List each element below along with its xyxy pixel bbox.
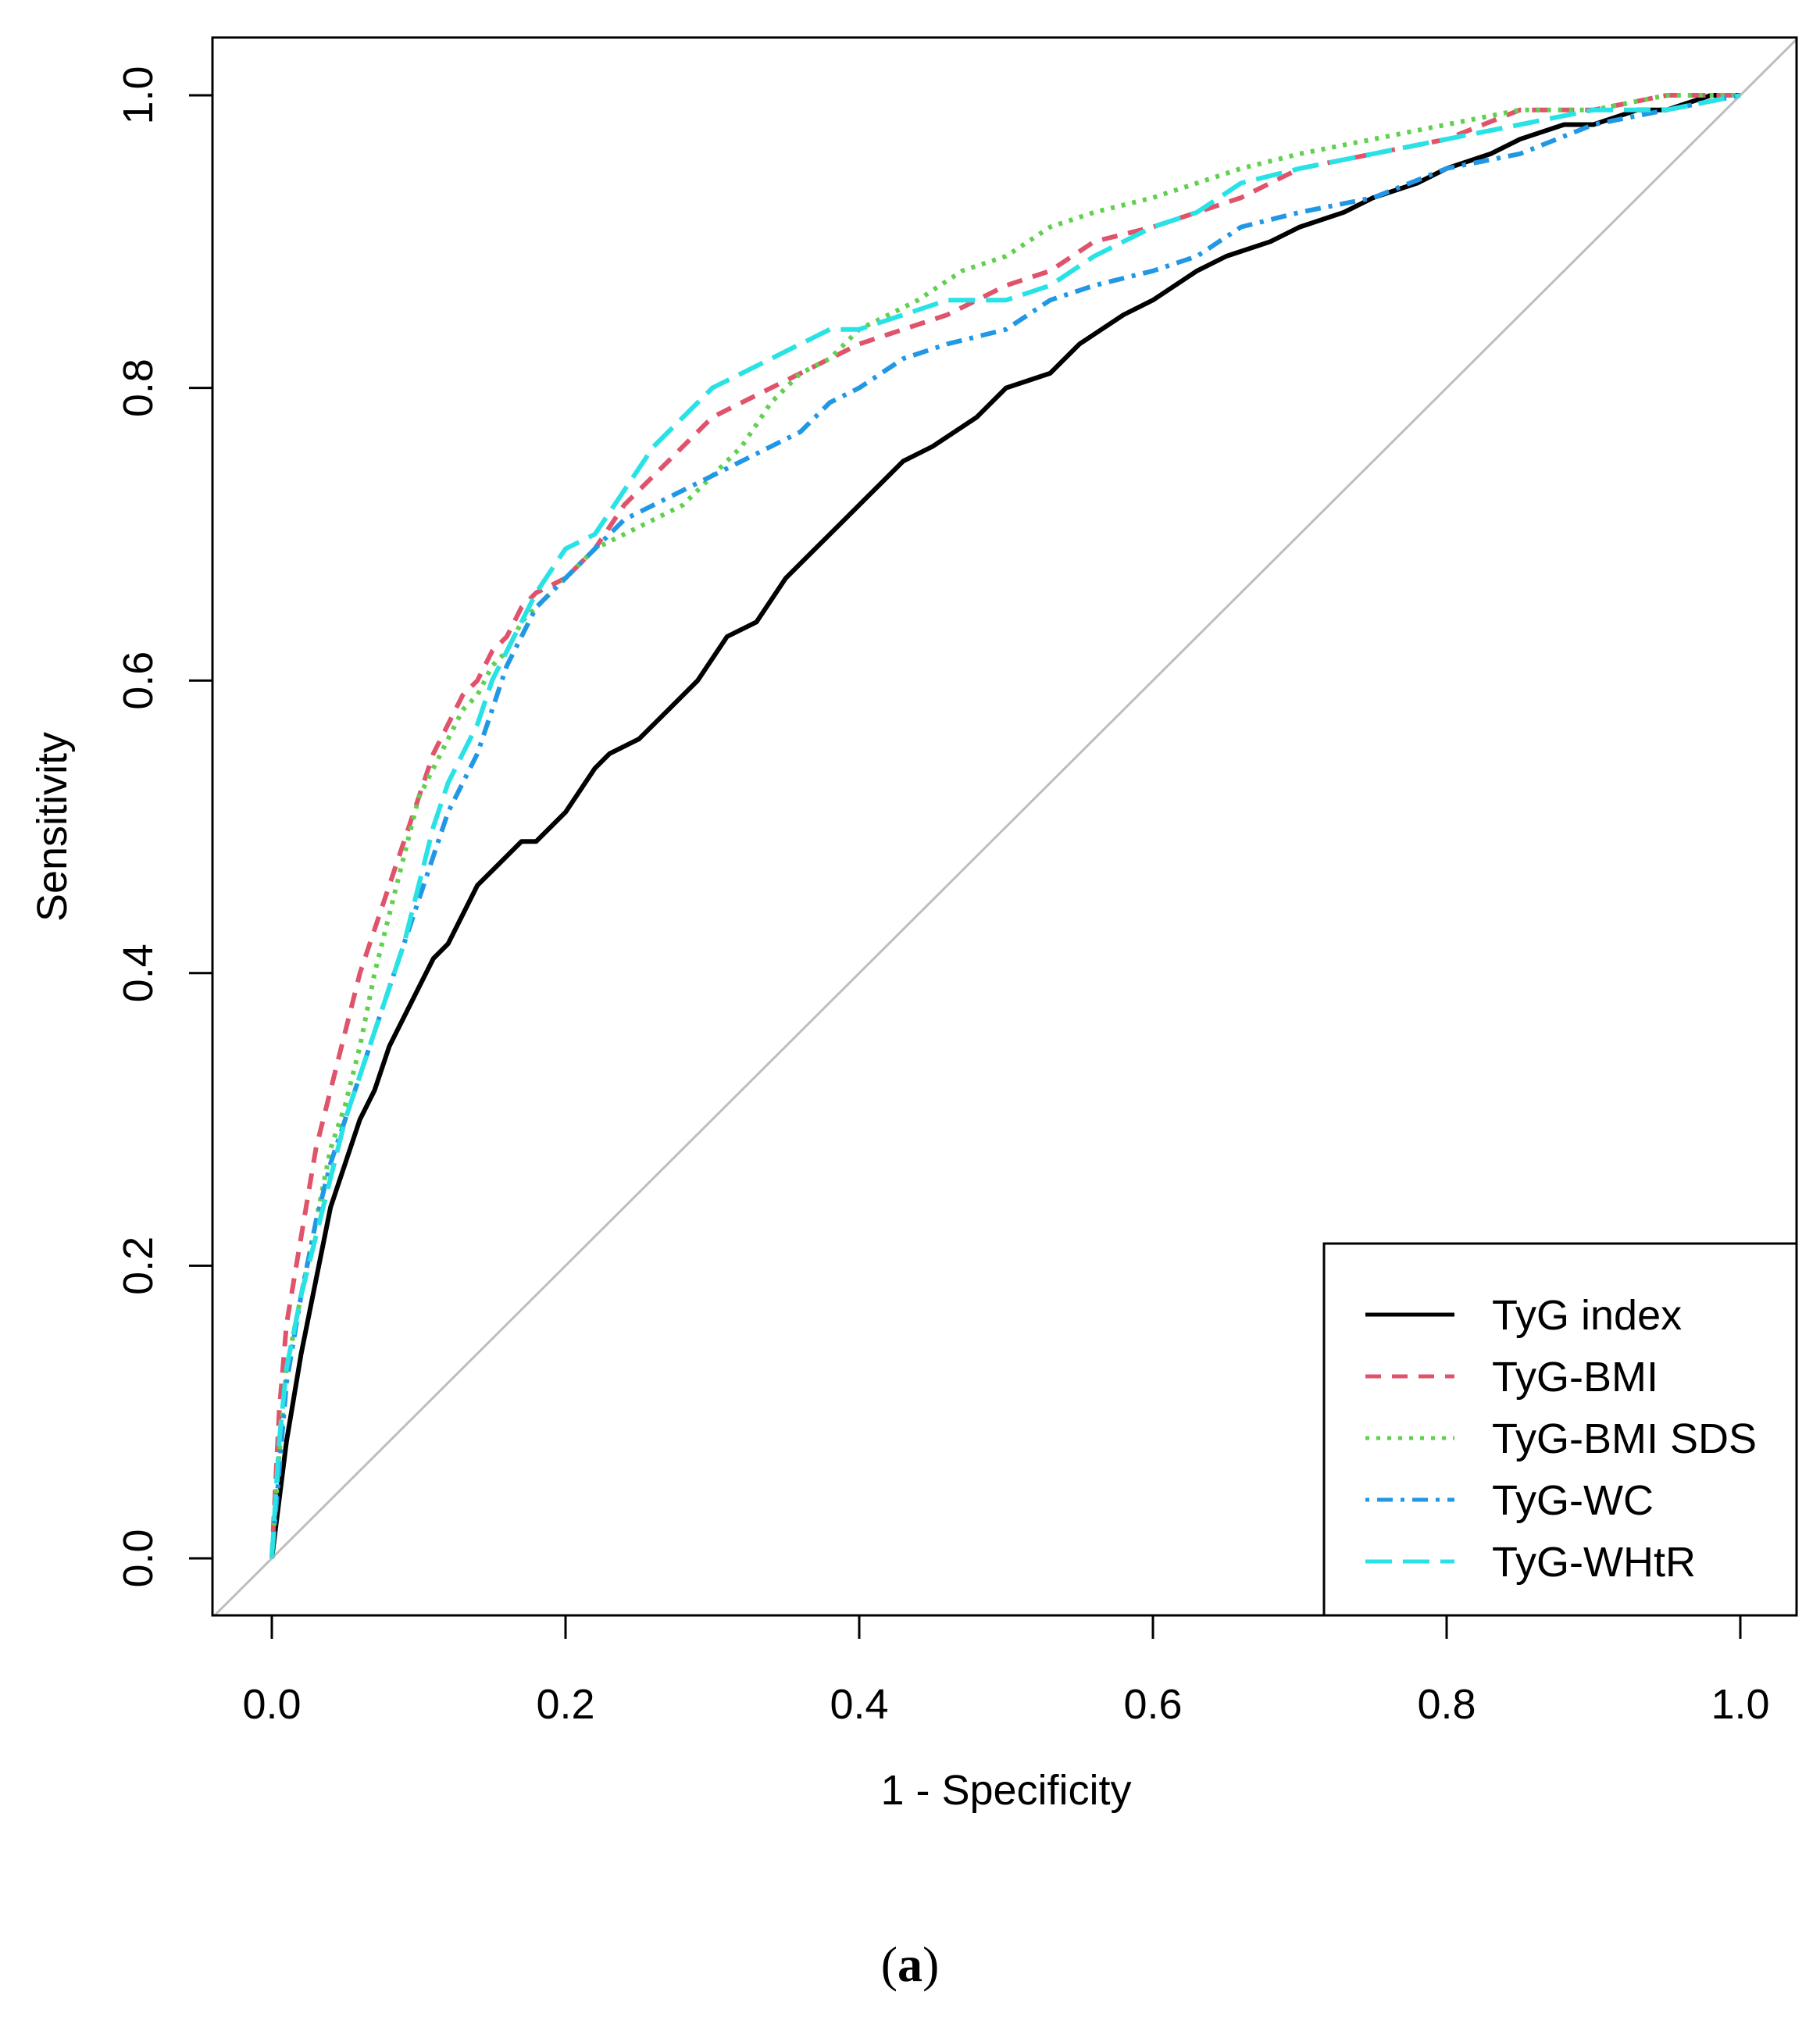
legend-label: TyG index [1492,1292,1682,1339]
series-line-tyg-index [269,93,1740,1559]
legend-box [1322,1242,1798,1617]
legend-label: TyG-BMI [1492,1354,1658,1401]
x-tick-label: 1.0 [1711,1681,1769,1728]
legend-label: TyG-WC [1492,1477,1654,1524]
x-tick-label: 0.8 [1417,1681,1476,1728]
series-line-tyg-whtr [269,93,1741,1559]
caption-label: a [898,1936,922,1992]
y-tick-label: 0.8 [115,359,162,417]
caption-open: ( [880,1936,898,1992]
x-tick-label: 0.6 [1123,1681,1182,1728]
figure-caption: (a) [0,1936,1820,1993]
series-line-tyg-bmi-sds [269,93,1740,1559]
y-tick-label: 0.4 [115,944,162,1002]
x-tick-label: 0.4 [830,1681,888,1728]
legend-label: TyG-BMI SDS [1492,1415,1757,1462]
y-tick-label: 0.2 [115,1237,162,1295]
series-line-tyg-wc [269,93,1741,1559]
legend-label: TyG-WHtR [1492,1539,1696,1586]
x-axis-label: 1 - Specificity [880,1767,1131,1814]
y-axis-label: Sensitivity [29,732,76,922]
reference-diagonal-line [212,38,1797,1615]
y-tick-label: 0.6 [115,651,162,710]
series-line-tyg-bmi [269,93,1740,1559]
y-tick-label: 1.0 [115,66,162,124]
x-tick-label: 0.0 [242,1681,301,1728]
y-tick-label: 0.0 [115,1529,162,1587]
x-tick-label: 0.2 [536,1681,594,1728]
caption-close: ) [922,1936,940,1992]
